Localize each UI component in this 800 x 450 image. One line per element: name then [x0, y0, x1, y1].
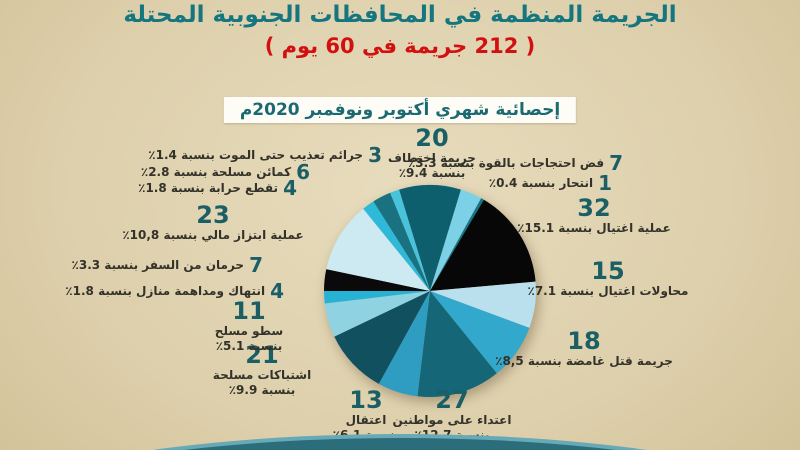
pie-slice-32-3 — [430, 199, 536, 291]
slice-text: كمائن مسلحة بنسبة 2.8٪ — [140, 164, 292, 179]
pie-slice-27-6 — [417, 291, 497, 398]
slice-text: تقطع حرابة بنسبة 1.8٪ — [138, 180, 279, 195]
pie-slice-13-7 — [378, 291, 430, 397]
slice-count: 15 — [591, 257, 625, 285]
crime-pie-chart — [324, 184, 536, 398]
period-badge: إحصائية شهري أكتوبر ونوفمبر 2020م — [223, 97, 577, 123]
slice-label-4-13: 4 تقطع حرابة بنسبة 1.8٪ — [138, 178, 297, 198]
slice-text: عملية اغتيال بنسبة 15.1٪ — [517, 221, 671, 235]
slice-text: اعتقال — [345, 413, 387, 427]
slice-text: بنسبة 9.4٪ — [398, 166, 466, 180]
slice-count: 4 — [283, 176, 297, 200]
slice-text: بنسبة 5.1٪ — [215, 339, 283, 353]
slice-label-32-3: 32 عملية اغتيال بنسبة 15.1٪ — [484, 196, 704, 236]
slice-text: انتهاك ومداهمة منازل بنسبة 1.8٪ — [65, 283, 266, 298]
slice-text: اعتداء على مواطنين — [392, 413, 512, 427]
pie-slice-7-1 — [430, 189, 482, 291]
slice-label-3-15: 3 جرائم تعذيب حتى الموت بنسبة 1.4٪ — [148, 145, 382, 165]
slice-count: 7 — [249, 253, 263, 277]
pie-slice-23-12 — [326, 208, 430, 291]
slice-text: اشتباكات مسلحة — [212, 368, 312, 382]
slice-label-23-12: 23 عملية ابتزاز مالي بنسبة 10,8٪ — [103, 203, 323, 243]
slice-count: 32 — [577, 194, 611, 222]
slice-label-1-2: 1 انتحار بنسبة 0.4٪ — [489, 173, 612, 193]
pie-slice-3-15 — [390, 189, 430, 291]
slice-label-4-10: 4 انتهاك ومداهمة منازل بنسبة 1.8٪ — [65, 281, 284, 301]
pie-slice-1-2 — [430, 198, 484, 291]
pie-slice-7-11 — [324, 269, 430, 291]
slice-text: انتحار بنسبة 0.4٪ — [488, 175, 594, 190]
slice-text: جريمة اختطاف — [388, 151, 476, 165]
pie-slice-20-0 — [399, 184, 461, 291]
slice-label-18-5: 18 جريمة قتل غامضة بنسبة 8,5٪ — [474, 329, 694, 369]
slice-text: محاولات اغتيال بنسبة 7.1٪ — [527, 284, 689, 298]
slice-count: 4 — [270, 279, 284, 303]
slice-label-15-4: 15 محاولات اغتيال بنسبة 7.1٪ — [498, 259, 718, 299]
slice-text: جريمة قتل غامضة بنسبة 8,5٪ — [495, 354, 673, 368]
slice-count: 1 — [598, 171, 612, 195]
pie-slice-4-10 — [324, 291, 430, 304]
slice-label-6-14: 6 كمائن مسلحة بنسبة 2.8٪ — [141, 162, 310, 182]
slice-text: حرمان من السفر بنسبة 3.3٪ — [71, 257, 245, 272]
slice-count: 13 — [349, 386, 383, 414]
slice-count: 27 — [435, 386, 469, 414]
slice-count: 23 — [196, 201, 230, 229]
slice-label-21-8: 21 اشتباكات مسلحة بنسبة 9.9٪ — [152, 343, 372, 398]
slice-text: جرائم تعذيب حتى الموت بنسبة 1.4٪ — [148, 147, 364, 162]
slice-label-11-9: 11 سطو مسلح بنسبة 5.1٪ — [139, 299, 359, 354]
slice-label-20-0: 20 جريمة اختطاف بنسبة 9.4٪ — [322, 126, 542, 181]
slice-text: سطو مسلح — [214, 324, 284, 338]
pie-slice-21-8 — [334, 291, 430, 384]
page-title: الجريمة المنظمة في المحافظات الجنوبية ال… — [123, 2, 677, 28]
pie-slice-6-14 — [373, 192, 430, 291]
pie-slice-18-5 — [430, 291, 530, 374]
pie-slice-15-4 — [430, 281, 536, 328]
pie-slice-4-13 — [363, 201, 430, 291]
slice-text: عملية ابتزاز مالي بنسبة 10,8٪ — [122, 228, 304, 242]
slice-text: فض احتجاجات بالقوة بنسبة 3.3٪ — [407, 155, 605, 170]
slice-count: 7 — [609, 151, 623, 175]
slice-label-7-1: 7 فض احتجاجات بالقوة بنسبة 3.3٪ — [408, 153, 623, 173]
slice-count: 21 — [245, 341, 279, 369]
slice-count: 18 — [567, 327, 601, 355]
slice-label-7-11: 7 حرمان من السفر بنسبة 3.3٪ — [72, 255, 263, 275]
slice-count: 20 — [415, 124, 449, 152]
slice-text: بنسبة 9.9٪ — [228, 383, 296, 397]
pie-slice-11-9 — [324, 291, 430, 337]
page-subtitle-total: ( 212 جريمة في 60 يوم ) — [264, 34, 536, 58]
slice-count: 6 — [296, 160, 310, 184]
slice-count: 11 — [232, 297, 266, 325]
slice-count: 3 — [368, 143, 382, 167]
